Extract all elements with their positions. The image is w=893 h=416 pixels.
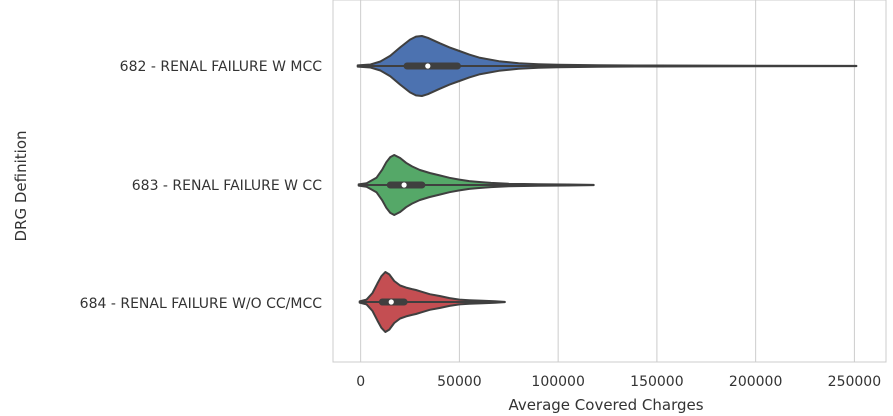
x-tick-label-150000: 150000	[630, 374, 683, 390]
violin-683-median	[401, 182, 407, 188]
y-tick-label-682: 682 - RENAL FAILURE W MCC	[120, 59, 323, 75]
violin-682-median	[425, 63, 431, 69]
y-tick-label-684: 684 - RENAL FAILURE W/O CC/MCC	[80, 296, 323, 312]
y-tick-label-683: 683 - RENAL FAILURE W CC	[132, 178, 322, 194]
x-tick-label-0: 0	[356, 374, 365, 390]
x-axis-label: Average Covered Charges	[508, 396, 703, 414]
x-tick-label-200000: 200000	[729, 374, 782, 390]
y-axis-label: DRG Definition	[12, 131, 30, 242]
x-tick-labels: 0 50000 100000 150000 200000 250000	[356, 374, 881, 390]
y-tick-labels: 682 - RENAL FAILURE W MCC 683 - RENAL FA…	[80, 59, 323, 312]
violin-684-median	[388, 299, 394, 305]
x-tick-label-250000: 250000	[828, 374, 881, 390]
x-tick-label-100000: 100000	[531, 374, 584, 390]
x-tick-label-50000: 50000	[437, 374, 482, 390]
violins	[356, 35, 858, 333]
